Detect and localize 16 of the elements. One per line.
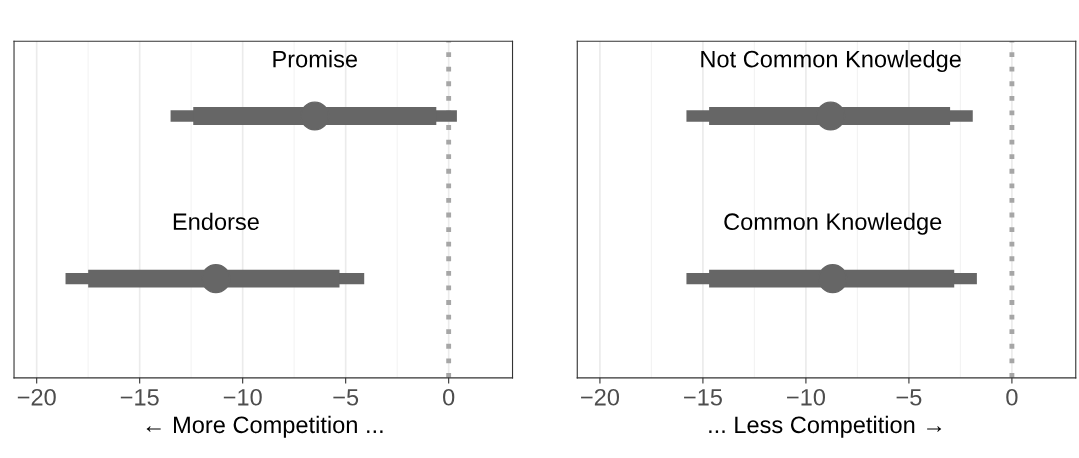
x-tick-label: −5: [896, 389, 922, 406]
y-tick-label: Endorse: [173, 212, 259, 231]
x-tick-label: −20: [581, 388, 620, 406]
x-tick-label: −5: [333, 389, 359, 406]
x-axis-title: ... Less Competition →: [709, 415, 942, 438]
x-tick-label: −15: [684, 389, 722, 406]
x-tick-label: 0: [443, 388, 455, 406]
x-tick-label: −10: [223, 388, 262, 406]
x-tick-label: −15: [120, 389, 159, 406]
y-tick-label: Common Knowledge: [724, 212, 942, 235]
y-tick-label: Not Common Knowledge: [701, 50, 961, 73]
x-tick-label: −20: [17, 388, 56, 406]
x-axis-title: ← More Competition ...: [146, 415, 383, 438]
x-tick-label: 0: [1006, 388, 1018, 406]
y-tick-label: Promise: [273, 50, 358, 68]
x-tick-label: −10: [787, 388, 826, 406]
